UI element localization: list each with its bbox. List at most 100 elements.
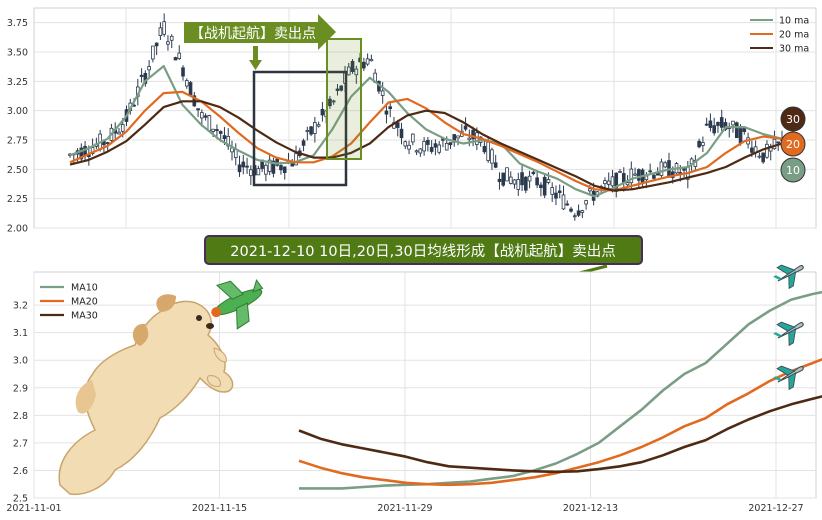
candle-body bbox=[335, 88, 340, 91]
candle-body bbox=[177, 52, 182, 60]
candle-body bbox=[151, 45, 155, 60]
candle-body bbox=[147, 66, 151, 71]
top-ma-lines bbox=[69, 64, 783, 198]
candle-body bbox=[625, 182, 630, 186]
candle-body bbox=[606, 180, 611, 185]
marker-30-circle bbox=[780, 106, 806, 132]
candle-body bbox=[120, 124, 125, 132]
bottom-gridlines bbox=[33, 272, 816, 499]
candle-body bbox=[331, 100, 336, 103]
top-annotation-arrow-shape bbox=[184, 14, 336, 50]
candle-body bbox=[588, 188, 592, 192]
candle-body bbox=[320, 108, 325, 116]
candle-body bbox=[173, 57, 178, 61]
bottom-x-axis: 2021-11-01 2021-11-15 2021-11-29 2021-12-13… bbox=[6, 503, 803, 514]
candle-body bbox=[482, 145, 487, 153]
candle-body bbox=[493, 162, 498, 168]
candle-body bbox=[663, 162, 668, 168]
candle-body bbox=[226, 136, 231, 147]
candle-body bbox=[576, 210, 581, 216]
legend-label-MA30: MA30 bbox=[71, 311, 98, 322]
candle-body bbox=[256, 168, 261, 176]
candle-body bbox=[305, 130, 310, 132]
candle-body bbox=[580, 210, 585, 213]
top-line-10ma bbox=[69, 64, 783, 198]
candle-body bbox=[542, 176, 547, 196]
top-y-tick-label: 3.75 bbox=[7, 18, 28, 29]
candle-body bbox=[524, 176, 528, 191]
candle-body bbox=[629, 168, 634, 184]
candle-body bbox=[456, 135, 460, 139]
candle-body bbox=[166, 41, 170, 45]
candle-body bbox=[215, 129, 219, 132]
candle-body bbox=[486, 141, 490, 161]
candle-body bbox=[203, 115, 208, 118]
candle-body bbox=[557, 190, 562, 194]
candle-body bbox=[569, 208, 573, 212]
candle-body bbox=[757, 155, 762, 158]
candle-body bbox=[384, 110, 389, 115]
candle-body bbox=[429, 147, 434, 152]
candle-body bbox=[584, 200, 588, 205]
candle-body bbox=[648, 170, 652, 173]
candle-body bbox=[181, 67, 185, 77]
bottom-chart-panel: 2.52.62.72.82.93.03.13.2 2021-11-01 2021-… bbox=[6, 264, 822, 514]
candle-body bbox=[162, 21, 166, 35]
top-line-30ma bbox=[69, 100, 783, 192]
ma-markers: 30 20 10 bbox=[780, 106, 806, 183]
candle-body bbox=[471, 129, 475, 140]
legend-label-10ma: 10 ma bbox=[779, 16, 809, 27]
candle-body bbox=[414, 150, 419, 153]
candle-body bbox=[554, 192, 558, 199]
bottom-line-MA10 bbox=[299, 290, 822, 490]
candle-body bbox=[407, 144, 411, 150]
candle-body bbox=[708, 120, 713, 128]
candle-body bbox=[395, 122, 400, 128]
bottom-y-tick-label: 2.8 bbox=[13, 411, 28, 422]
top-line-20ma bbox=[69, 90, 783, 192]
candle-body bbox=[237, 164, 242, 173]
candle-body bbox=[731, 120, 735, 126]
candle-body bbox=[271, 160, 276, 174]
top-y-axis: 2.00 2.25 2.50 2.75 3.00 3.25 3.50 3.75 bbox=[7, 18, 28, 234]
candle-body bbox=[154, 42, 159, 47]
bottom-x-tick-label: 2021-11-01 bbox=[6, 503, 61, 514]
candle-body bbox=[697, 140, 701, 148]
candle-body bbox=[369, 58, 374, 62]
candle-body bbox=[328, 98, 332, 107]
top-y-tick-label: 3.25 bbox=[7, 77, 28, 88]
legend-label-MA20: MA20 bbox=[71, 297, 98, 308]
airplane-icon-ma10 bbox=[773, 264, 804, 290]
candle-body bbox=[610, 176, 615, 187]
bottom-x-tick-label: 2021-12-27 bbox=[748, 503, 803, 514]
candle-body bbox=[388, 106, 393, 109]
candle-body bbox=[267, 159, 272, 172]
marker-10-label: 10 bbox=[786, 164, 800, 177]
candle-body bbox=[339, 85, 344, 91]
candle-body bbox=[444, 143, 449, 151]
candle-body bbox=[490, 149, 494, 164]
candle-body bbox=[422, 141, 426, 152]
bottom-x-tick-label: 2021-11-15 bbox=[192, 503, 247, 514]
candle-body bbox=[561, 194, 566, 210]
candle-body bbox=[418, 148, 423, 154]
highlight-box-green bbox=[326, 38, 362, 160]
candle-body bbox=[516, 179, 521, 190]
candle-body bbox=[218, 131, 223, 134]
top-y-tick-label: 2.25 bbox=[7, 194, 28, 205]
candle-body bbox=[249, 169, 253, 177]
candle-body bbox=[313, 122, 317, 134]
top-annotation-text: 【战机起航】卖出点 bbox=[190, 26, 316, 42]
candle-body bbox=[761, 152, 765, 163]
candle-body bbox=[701, 142, 705, 146]
top-chart-panel: 2.00 2.25 2.50 2.75 3.00 3.25 3.50 3.75 【战机起航】卖… bbox=[7, 7, 817, 235]
bottom-y-tick-label: 2.5 bbox=[13, 494, 28, 505]
bottom-y-tick-label: 3.2 bbox=[13, 301, 28, 312]
bottom-y-tick-label: 2.6 bbox=[13, 466, 28, 477]
bottom-line-MA20 bbox=[298, 357, 822, 487]
candle-body bbox=[719, 117, 724, 128]
candle-body bbox=[207, 115, 212, 132]
candle-body bbox=[309, 126, 313, 135]
highlight-box-dark bbox=[252, 70, 348, 187]
airplane-icon-ma20 bbox=[773, 321, 804, 347]
